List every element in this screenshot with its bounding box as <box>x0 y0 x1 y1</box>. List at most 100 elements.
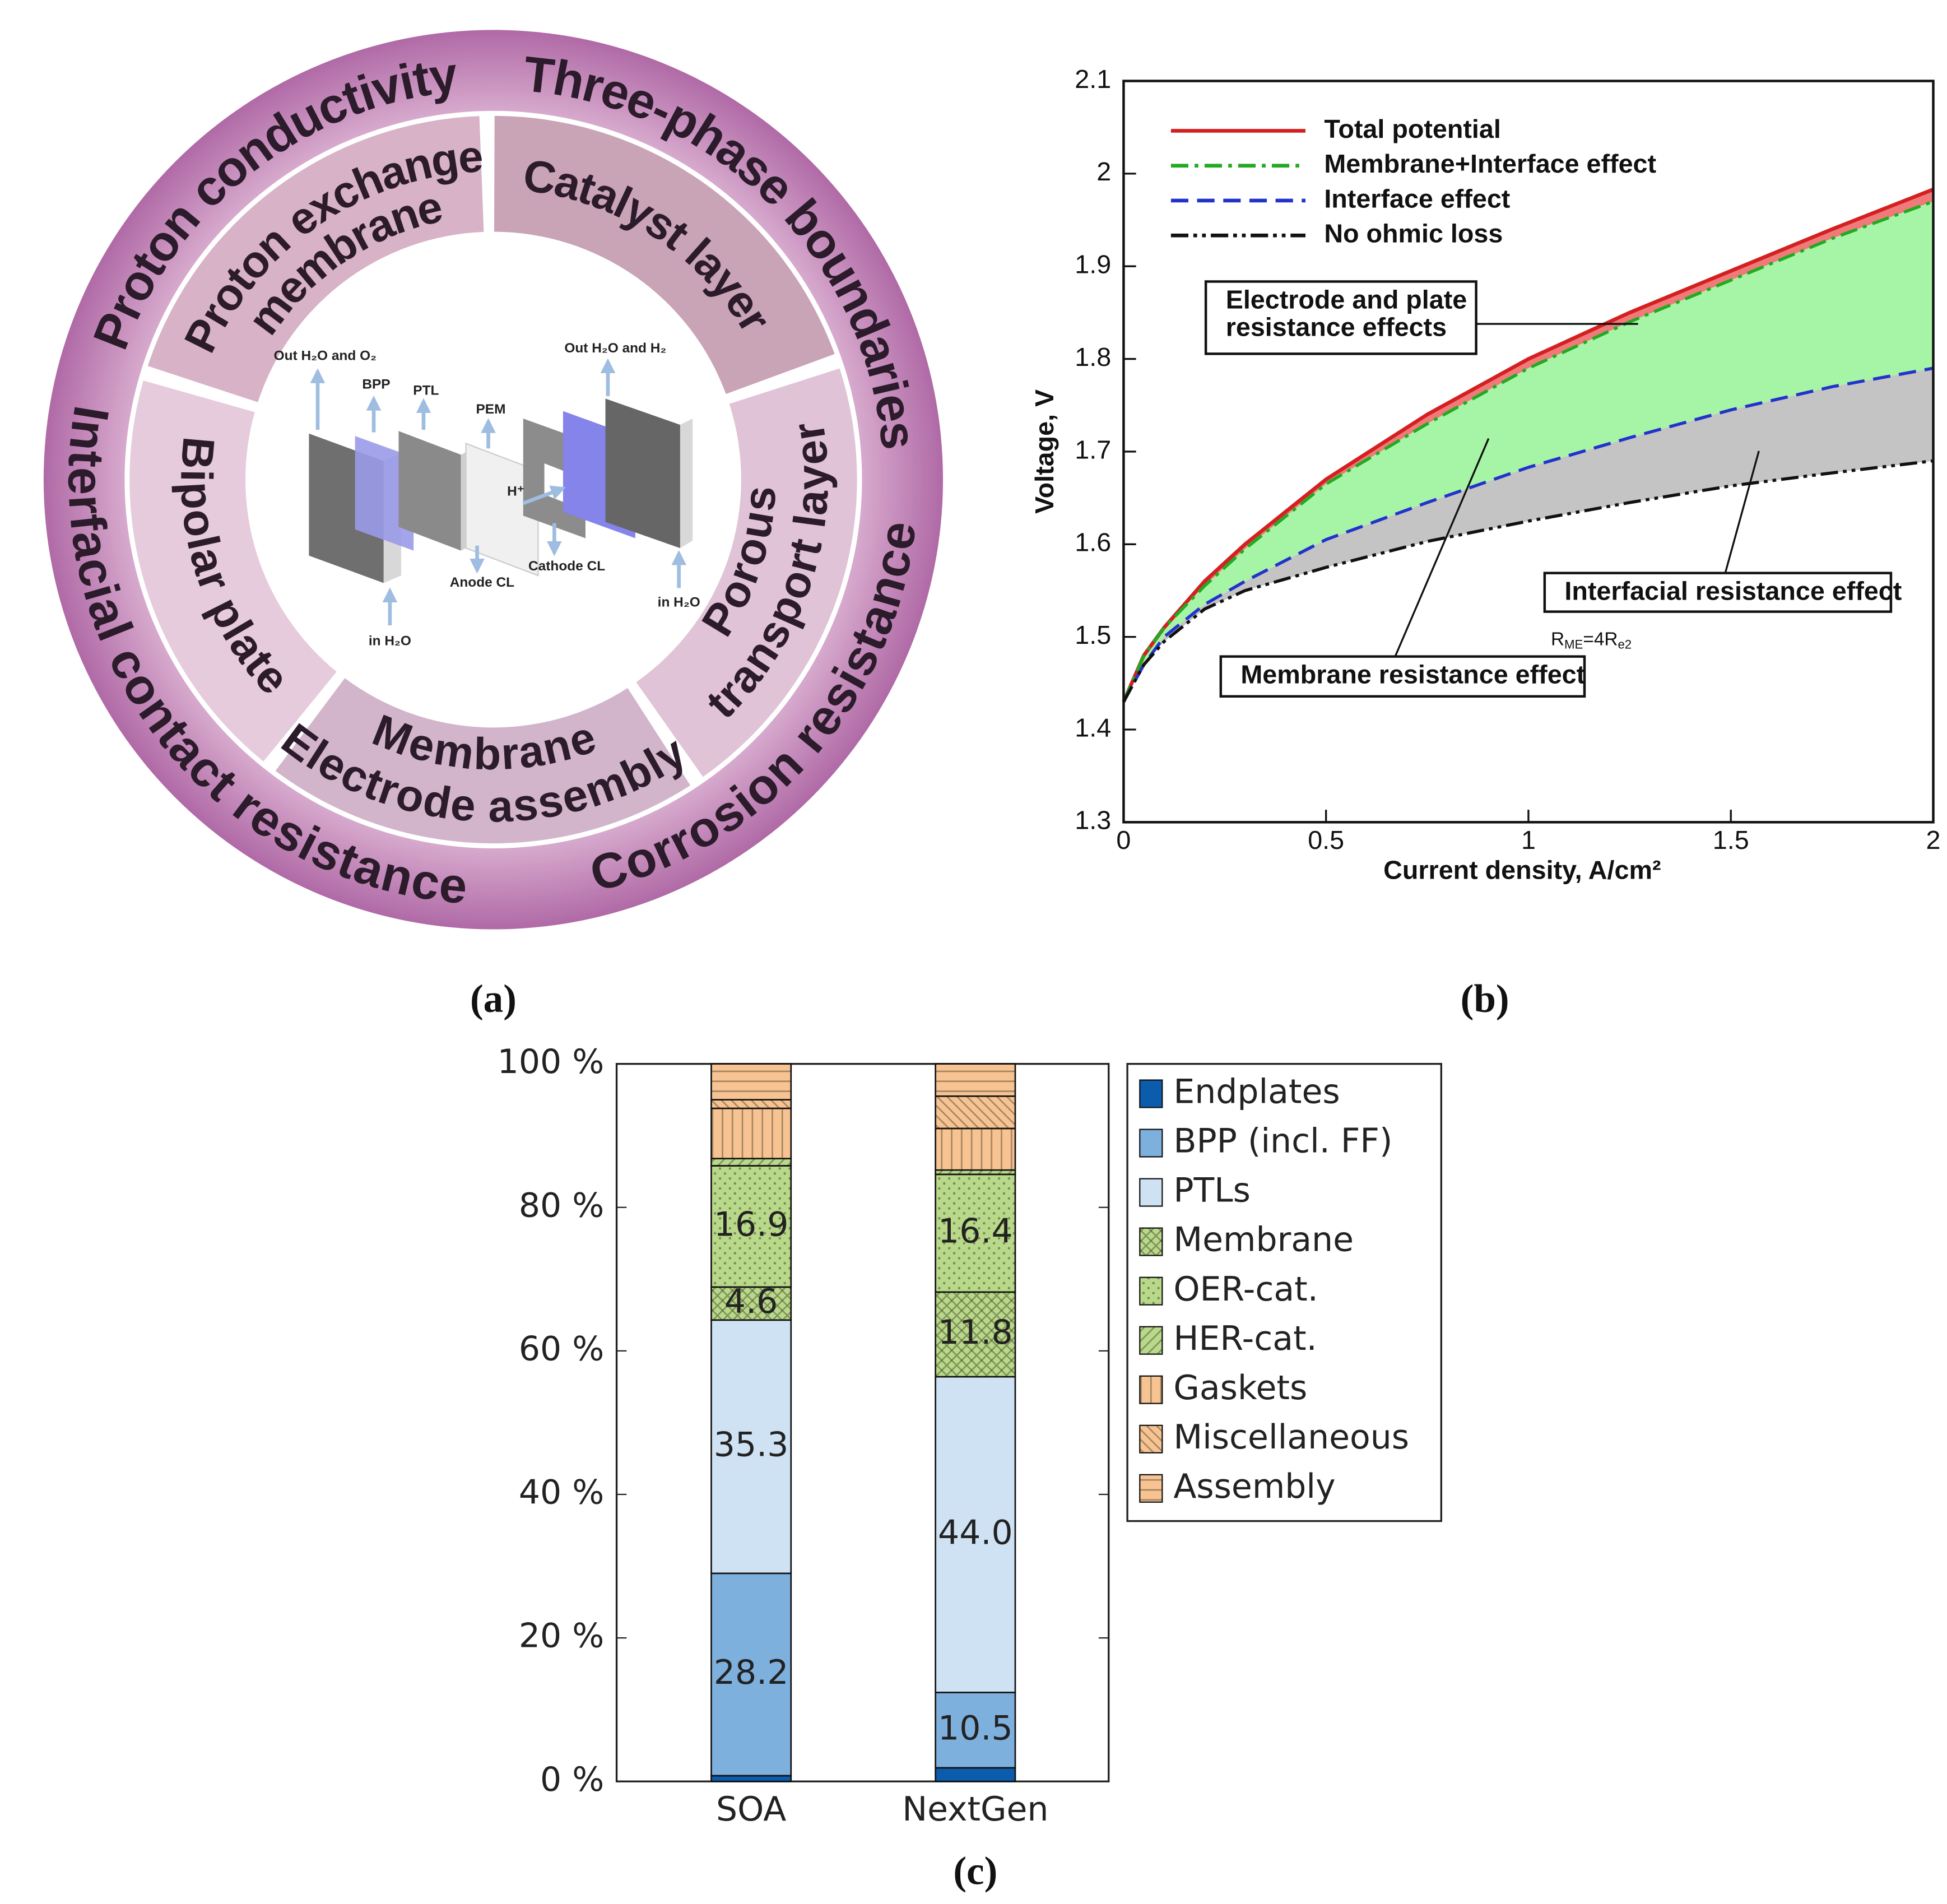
diagram-labels: Out H₂O and O₂ BPP PTL PEM Out H₂O and H₂ H⁺ A… <box>274 341 700 648</box>
diagram-label: BPP <box>362 377 390 392</box>
bar-segment <box>710 1158 792 1167</box>
diagram-label: Cathode CL <box>528 559 605 574</box>
y-tick-label: 1.4 <box>1075 713 1111 742</box>
segment <box>636 368 857 777</box>
y-tick-label: 20 % <box>519 1617 604 1656</box>
y-tick-label: 1.6 <box>1075 528 1111 557</box>
legend-label: Interface effect <box>1324 184 1510 213</box>
y-tick-label: 2.1 <box>1075 64 1111 94</box>
segment <box>275 678 691 844</box>
caption: (a) <box>470 977 517 1021</box>
legend-label: Membrane <box>1173 1220 1354 1260</box>
legend-label: No ohmic loss <box>1324 219 1503 248</box>
bar-segment <box>935 1063 1016 1097</box>
annotation: Electrode and plate <box>1226 285 1467 314</box>
segment <box>129 380 337 762</box>
legend-label: Miscellaneous <box>1173 1418 1409 1457</box>
annotation-part: ME <box>1564 638 1583 652</box>
bar-segment <box>710 1286 792 1321</box>
diagram-label: Out H₂O and O₂ <box>274 348 377 363</box>
legend-label: Endplates <box>1173 1072 1340 1112</box>
annotation-box <box>1543 572 1893 613</box>
value-label: 16.9 <box>714 1205 789 1244</box>
legend-label: Assembly <box>1173 1467 1335 1506</box>
x-tick-label: 1.5 <box>1713 825 1749 855</box>
series-line <box>1122 366 1934 703</box>
bar-segment <box>935 1767 1016 1782</box>
legend-swatch <box>1139 1474 1163 1503</box>
legend-swatch <box>1139 1079 1163 1108</box>
bar-segment <box>710 1063 792 1101</box>
legend-label: Gaskets <box>1173 1368 1307 1408</box>
value-label: 35.3 <box>714 1425 789 1464</box>
diagram-label: Anode CL <box>450 575 514 590</box>
x-tick-label: 1 <box>1521 825 1536 855</box>
segment <box>494 115 835 394</box>
leader-line <box>1394 438 1490 657</box>
y-tick-label: 2 <box>1096 157 1111 186</box>
legend-swatch <box>1139 1276 1163 1306</box>
y-tick-label: 80 % <box>519 1186 604 1225</box>
panel-a: Out H₂O and O₂ BPP PTL PEM Out H₂O and H₂ H⁺ A… <box>43 30 944 930</box>
bar-segment <box>710 1107 792 1160</box>
legend-swatch <box>1139 1375 1163 1404</box>
y-axis-label: Voltage, V <box>1030 389 1059 514</box>
y-tick-label: 1.7 <box>1075 435 1111 464</box>
legend-label: BPP (incl. FF) <box>1173 1122 1392 1161</box>
legend-label: HER-cat. <box>1173 1319 1317 1358</box>
x-tick-label: 0 <box>1116 825 1131 855</box>
annotation-part: R <box>1551 629 1564 650</box>
bar-segment <box>710 1775 792 1782</box>
value-label: 28.2 <box>714 1653 789 1692</box>
segments <box>129 115 857 844</box>
x-axis-label: Current density, A/cm² <box>1383 856 1661 885</box>
legend-label: PTLs <box>1173 1171 1251 1210</box>
y-tick-label: 0 % <box>540 1760 604 1799</box>
bar-segment <box>935 1173 1016 1293</box>
band-fill <box>1123 368 1934 702</box>
x-tick-label: NextGen <box>902 1790 1048 1829</box>
bar-segment <box>935 1376 1016 1693</box>
stack-illustration <box>309 398 693 583</box>
annotation: Membrane resistance effect <box>1240 660 1585 689</box>
annotation-part: e2 <box>1618 638 1632 652</box>
caption: (c) <box>953 1849 997 1893</box>
legend-swatch <box>1139 1326 1163 1355</box>
x-tick-label: 2 <box>1926 825 1941 855</box>
legend-label: Membrane+Interface effect <box>1324 149 1656 178</box>
legend-swatch <box>1139 1129 1163 1158</box>
legend-box <box>1126 1062 1442 1522</box>
y-tick-label: 100 % <box>498 1042 605 1081</box>
y-tick-label: 60 % <box>519 1329 604 1368</box>
segment <box>147 116 484 402</box>
value-label: 11.8 <box>938 1313 1013 1352</box>
leader-line <box>1724 451 1760 574</box>
diagram-label: H⁺ <box>507 484 524 499</box>
y-tick-label: 1.5 <box>1075 620 1111 649</box>
diagram-label: Out H₂O and H₂ <box>564 341 666 356</box>
value-label: 4.6 <box>724 1282 778 1321</box>
y-tick-label: 1.8 <box>1075 342 1111 371</box>
x-tick-label: SOA <box>716 1790 786 1829</box>
annotation-part: =4R <box>1583 629 1618 650</box>
caption: (b) <box>1461 977 1509 1021</box>
annotation: RME=4Re2 <box>1551 629 1632 652</box>
diagram-label: PEM <box>476 402 506 417</box>
series-line <box>1122 459 1934 703</box>
legend-swatch <box>1139 1227 1163 1256</box>
panel-c: 28.2 35.3 4.6 16.9 SOA 10.5 44.0 11.8 16.4 NextGe… <box>498 1042 1442 1829</box>
diagram-label: in H₂O <box>658 595 700 610</box>
legend-swatch <box>1139 1424 1163 1453</box>
bar-segment <box>935 1692 1016 1769</box>
legend-label: Total potential <box>1324 114 1500 143</box>
flow-arrows <box>310 358 687 626</box>
annotation-box <box>1204 280 1477 355</box>
bar-segment <box>710 1319 792 1575</box>
value-label: 10.5 <box>938 1708 1013 1748</box>
value-label: 16.4 <box>938 1211 1013 1251</box>
legend-label: OER-cat. <box>1173 1270 1318 1309</box>
diagram-label: PTL <box>413 383 439 398</box>
y-tick-label: 1.3 <box>1075 806 1111 835</box>
